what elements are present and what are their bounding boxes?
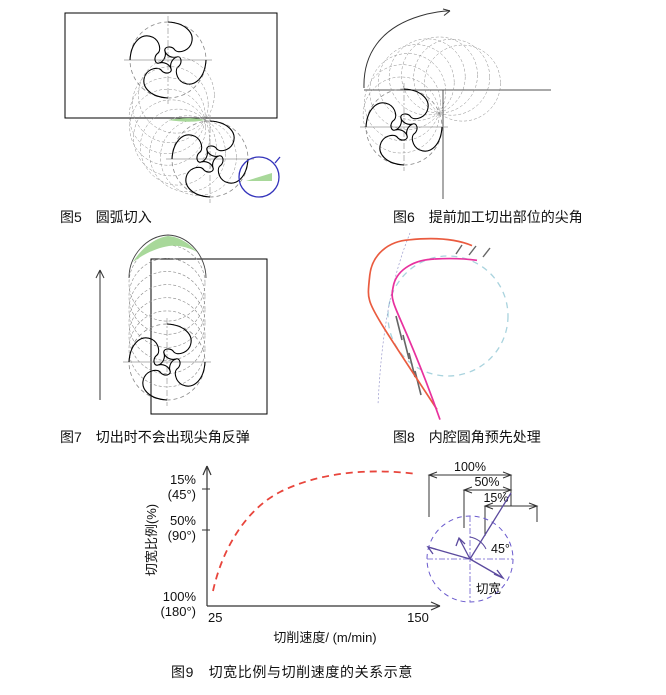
svg-text:150: 150 (407, 610, 429, 625)
svg-text:切宽: 切宽 (476, 581, 501, 596)
svg-text:(45°): (45°) (168, 487, 196, 502)
svg-text:(90°): (90°) (168, 528, 196, 543)
svg-text:50%: 50% (170, 513, 196, 528)
svg-text:25: 25 (208, 610, 222, 625)
svg-text:100%: 100% (454, 460, 486, 474)
svg-text:50%: 50% (474, 475, 499, 489)
svg-text:切宽比例(%): 切宽比例(%) (144, 504, 159, 576)
svg-text:45°: 45° (491, 542, 510, 556)
svg-text:100%: 100% (163, 589, 197, 604)
svg-text:(180°): (180°) (160, 604, 196, 619)
svg-text:切削速度/ (m/min): 切削速度/ (m/min) (273, 630, 376, 645)
svg-text:15%: 15% (170, 472, 196, 487)
